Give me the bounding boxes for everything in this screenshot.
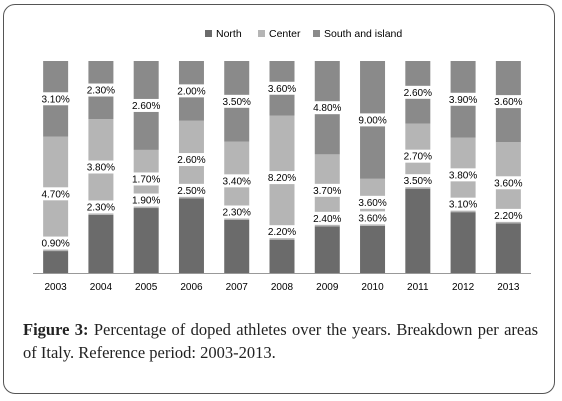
data-label-north-2011: 3.50% <box>404 176 432 187</box>
data-label-center-2005: 1.70% <box>132 174 160 185</box>
data-label-center-2003: 4.70% <box>41 189 69 200</box>
bar-north-2006 <box>178 198 204 273</box>
data-label-bg-center-2010 <box>356 195 389 209</box>
bar-north-2013 <box>495 223 521 273</box>
data-label-north-2010: 3.60% <box>358 213 386 224</box>
x-tick-label-2003: 2003 <box>45 282 68 293</box>
legend-label-center: Center <box>269 28 301 40</box>
data-label-bg-center-2007 <box>220 174 253 188</box>
data-label-bg-north-2003 <box>39 236 72 250</box>
data-label-bg-center-2003 <box>39 187 72 201</box>
data-label-bg-north-2008 <box>266 225 298 239</box>
bar-north-2007 <box>224 220 250 273</box>
data-label-bg-south-and-island-2008 <box>266 81 298 95</box>
data-label-bg-south-and-island-2007 <box>220 94 253 108</box>
data-label-bg-south-and-island-2013 <box>492 95 525 109</box>
data-label-bg-south-and-island-2005 <box>130 98 163 112</box>
data-label-bg-north-2007 <box>220 205 253 219</box>
bar-north-2011 <box>405 188 431 273</box>
legend-swatch-north <box>205 30 212 37</box>
data-label-bg-south-and-island-2012 <box>447 92 480 106</box>
data-label-north-2013: 2.20% <box>494 211 522 222</box>
data-label-center-2010: 3.60% <box>358 198 386 209</box>
data-label-center-2013: 3.60% <box>494 178 522 189</box>
data-label-north-2008: 2.20% <box>268 227 296 238</box>
data-label-north-2003: 0.90% <box>41 239 69 250</box>
x-tick-label-2012: 2012 <box>452 282 475 293</box>
x-tick-label-2007: 2007 <box>226 282 249 293</box>
x-tick-label-2013: 2013 <box>497 282 520 293</box>
data-label-north-2006: 2.50% <box>177 186 205 197</box>
data-label-south-and-island-2009: 4.80% <box>313 103 341 114</box>
bar-north-2005 <box>133 208 159 273</box>
data-label-north-2005: 1.90% <box>132 196 160 207</box>
data-label-bg-north-2006 <box>175 183 208 197</box>
data-label-south-and-island-2003: 3.10% <box>41 94 69 105</box>
legend-swatch-south-and-island <box>313 30 320 37</box>
data-label-south-and-island-2008: 3.60% <box>268 84 296 95</box>
x-tick-label-2004: 2004 <box>90 282 113 293</box>
data-label-south-and-island-2012: 3.90% <box>449 95 477 106</box>
data-label-bg-north-2005 <box>130 193 163 207</box>
data-label-center-2009: 3.70% <box>313 186 341 197</box>
data-label-south-and-island-2010: 9.00% <box>358 115 386 126</box>
data-label-bg-center-2012 <box>447 168 480 182</box>
data-label-bg-center-2006 <box>175 153 208 167</box>
data-label-center-2004: 3.80% <box>87 163 115 174</box>
data-label-center-2007: 3.40% <box>223 176 251 187</box>
data-label-north-2009: 2.40% <box>313 214 341 225</box>
bar-north-2003 <box>43 251 69 273</box>
caption-text: Percentage of doped athletes over the ye… <box>23 320 538 362</box>
data-label-south-and-island-2013: 3.60% <box>494 97 522 108</box>
data-label-bg-south-and-island-2009 <box>311 101 344 115</box>
x-tick-label-2011: 2011 <box>407 282 429 293</box>
x-tick-label-2009: 2009 <box>316 282 339 293</box>
data-label-bg-center-2011 <box>401 149 434 163</box>
data-label-bg-center-2013 <box>492 176 525 190</box>
data-label-bg-north-2009 <box>311 211 344 225</box>
x-tick-label-2005: 2005 <box>135 282 158 293</box>
data-label-north-2004: 2.30% <box>87 202 115 213</box>
data-label-south-and-island-2004: 2.30% <box>87 86 115 97</box>
data-label-bg-north-2011 <box>401 174 434 188</box>
data-label-north-2012: 3.10% <box>449 200 477 211</box>
data-label-bg-center-2008 <box>266 171 298 185</box>
x-tick-label-2006: 2006 <box>180 282 203 293</box>
data-label-bg-south-and-island-2011 <box>401 85 434 99</box>
data-label-north-2007: 2.30% <box>223 208 251 219</box>
x-tick-label-2008: 2008 <box>271 282 294 293</box>
data-label-bg-north-2004 <box>84 200 117 214</box>
stacked-bar-chart: 0.90% 4.70% 3.10% 2003 2.30% 3.80% 2.30% 2004 1.… <box>33 28 531 293</box>
legend-swatch-center <box>258 30 265 37</box>
bar-north-2009 <box>314 226 340 273</box>
legend-label-south-and-island: South and island <box>324 28 402 40</box>
bar-north-2010 <box>360 225 386 273</box>
data-label-south-and-island-2011: 2.60% <box>404 88 432 99</box>
data-label-bg-south-and-island-2010 <box>356 113 389 127</box>
data-label-bg-center-2004 <box>84 160 117 174</box>
caption-label: Figure 3: <box>23 320 89 339</box>
data-label-bg-south-and-island-2006 <box>175 84 208 98</box>
data-label-bg-north-2010 <box>356 211 389 225</box>
data-label-center-2011: 2.70% <box>404 152 432 163</box>
data-label-south-and-island-2005: 2.60% <box>132 101 160 112</box>
x-tick-label-2010: 2010 <box>361 282 384 293</box>
legend-label-north: North <box>216 28 242 40</box>
data-label-center-2012: 3.80% <box>449 170 477 181</box>
data-label-bg-center-2009 <box>311 183 344 197</box>
data-label-bg-south-and-island-2004 <box>84 83 117 97</box>
data-label-bg-north-2012 <box>447 197 480 211</box>
bar-north-2004 <box>88 214 114 273</box>
data-label-center-2008: 8.20% <box>268 173 296 184</box>
bar-north-2012 <box>450 212 476 273</box>
data-label-south-and-island-2006: 2.00% <box>177 86 205 97</box>
bar-north-2008 <box>269 239 295 273</box>
data-label-south-and-island-2007: 3.50% <box>223 97 251 108</box>
data-label-bg-south-and-island-2003 <box>39 92 72 106</box>
data-label-bg-center-2005 <box>130 172 163 186</box>
figure-caption: Figure 3: Percentage of doped athletes o… <box>23 318 538 364</box>
data-label-bg-north-2013 <box>492 208 525 222</box>
data-label-center-2006: 2.60% <box>177 155 205 166</box>
